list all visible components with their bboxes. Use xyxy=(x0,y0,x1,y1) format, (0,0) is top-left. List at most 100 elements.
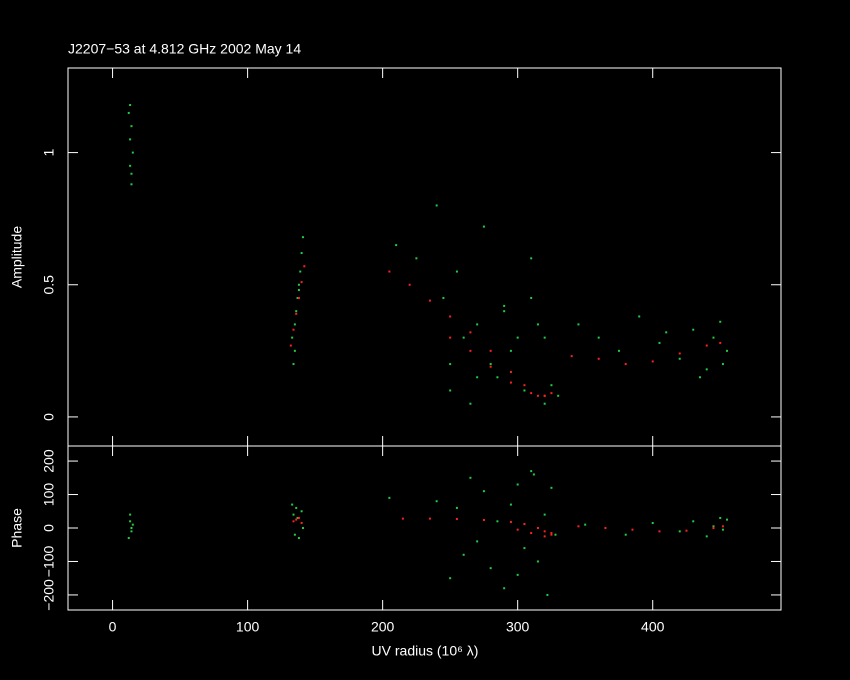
point xyxy=(503,304,506,307)
point xyxy=(721,528,724,531)
point xyxy=(496,520,499,523)
point xyxy=(523,389,526,392)
point xyxy=(130,530,133,533)
point xyxy=(543,535,546,538)
point xyxy=(543,530,546,533)
point xyxy=(449,336,452,339)
point xyxy=(408,283,411,286)
y-tick-label: −200 xyxy=(41,579,57,611)
point xyxy=(530,296,533,299)
point xyxy=(678,352,681,355)
point xyxy=(127,111,130,114)
point xyxy=(293,533,296,536)
point xyxy=(705,368,708,371)
x-tick-label: 400 xyxy=(641,619,665,635)
point xyxy=(543,336,546,339)
point xyxy=(482,490,485,493)
point xyxy=(297,537,300,540)
x-tick-label: 300 xyxy=(506,619,530,635)
point xyxy=(462,336,465,339)
point xyxy=(496,376,499,379)
point xyxy=(546,593,549,596)
point xyxy=(536,394,539,397)
point xyxy=(129,520,132,523)
point xyxy=(698,376,701,379)
point xyxy=(554,533,557,536)
point xyxy=(530,257,533,260)
point xyxy=(725,349,728,352)
point xyxy=(509,520,512,523)
point xyxy=(388,270,391,273)
point xyxy=(516,528,519,531)
point xyxy=(292,363,295,366)
point xyxy=(712,527,715,529)
y-tick-label: 100 xyxy=(41,483,57,507)
point xyxy=(705,344,708,347)
point xyxy=(303,265,306,268)
point xyxy=(130,183,133,186)
point xyxy=(428,517,431,520)
point xyxy=(685,529,688,532)
point xyxy=(395,244,398,247)
point xyxy=(651,521,654,524)
point xyxy=(292,520,295,523)
point xyxy=(721,363,724,366)
point xyxy=(721,525,724,528)
point xyxy=(297,283,300,286)
point xyxy=(597,357,600,360)
point xyxy=(469,476,472,479)
x-tick-label: 200 xyxy=(371,619,395,635)
point xyxy=(292,513,295,516)
point xyxy=(509,370,512,373)
point xyxy=(725,518,728,521)
point xyxy=(129,138,132,141)
point xyxy=(129,513,132,516)
chart-title: J2207−53 at 4.812 GHz 2002 May 14 xyxy=(68,41,301,57)
point xyxy=(516,336,519,339)
point xyxy=(301,236,304,239)
point xyxy=(435,204,438,207)
point xyxy=(617,349,620,352)
point xyxy=(301,527,304,529)
x-tick-label: 0 xyxy=(109,619,117,635)
point xyxy=(509,381,512,384)
point xyxy=(489,567,492,570)
point xyxy=(597,336,600,339)
point xyxy=(449,389,452,392)
point xyxy=(462,553,465,556)
point xyxy=(604,527,607,529)
point xyxy=(516,573,519,576)
point xyxy=(482,225,485,228)
point xyxy=(719,320,722,323)
point xyxy=(543,402,546,405)
point xyxy=(295,518,298,521)
point xyxy=(449,363,452,366)
point xyxy=(476,323,479,326)
point xyxy=(442,296,445,299)
point xyxy=(523,384,526,387)
point xyxy=(577,323,580,326)
point xyxy=(469,402,472,405)
point xyxy=(131,151,134,154)
point xyxy=(292,328,295,331)
point xyxy=(296,296,299,299)
point xyxy=(297,516,300,519)
point xyxy=(550,533,553,536)
point xyxy=(130,172,133,175)
point xyxy=(509,503,512,506)
point xyxy=(293,349,296,352)
point xyxy=(550,384,553,387)
point xyxy=(624,533,627,536)
x-axis-label: UV radius (10⁶ λ) xyxy=(372,643,479,659)
point xyxy=(678,530,681,533)
y-tick-label: 0 xyxy=(41,524,57,532)
point xyxy=(557,394,560,397)
point xyxy=(129,104,132,107)
point xyxy=(692,328,695,331)
point xyxy=(712,525,715,528)
point xyxy=(550,532,553,535)
point xyxy=(550,392,553,395)
point xyxy=(428,299,431,302)
point xyxy=(299,270,302,273)
